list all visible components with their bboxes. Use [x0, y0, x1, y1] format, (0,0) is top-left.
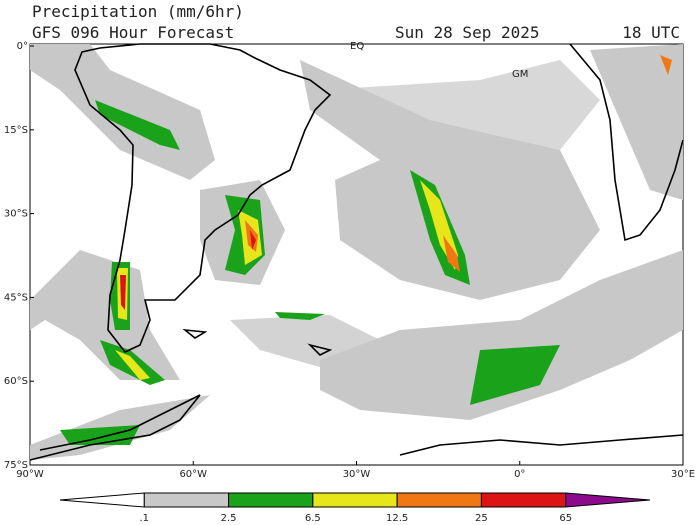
colorbar-label: .1: [140, 513, 150, 524]
valid-time: 18 UTC: [622, 23, 680, 42]
lat-label: 15°S: [4, 125, 28, 136]
colorbar-segment: [228, 492, 314, 508]
colorbar-segment: [480, 492, 567, 508]
colorbar: .1 2.5 6.5 12.5 25 65: [59, 492, 651, 524]
colorbar-segment: [312, 492, 398, 508]
map-axes: 0° 15°S 30°S 45°S 60°S 75°S90°W 60°W 30°W 0° 30°E: [4, 41, 695, 480]
model-run: GFS 096 Hour Forecast: [32, 23, 234, 42]
colorbar-label: 25: [475, 513, 488, 524]
colorbar-label: 6.5: [305, 513, 321, 524]
valid-date: Sun 28 Sep 2025: [395, 23, 540, 42]
coastlines: [29, 43, 684, 461]
lon-label: 30°W: [343, 469, 371, 480]
meridian-label: GM: [512, 69, 528, 80]
colorbar-label: 12.5: [386, 513, 408, 524]
lon-label: 30°E: [671, 469, 695, 480]
colorbar-label: 65: [559, 513, 572, 524]
title: Precipitation (mm/6hr): [32, 2, 244, 21]
equator-label: EQ: [350, 41, 364, 52]
colorbar-cap: [565, 492, 651, 508]
lat-label: 30°S: [4, 209, 28, 220]
colorbar-segment: [143, 492, 230, 508]
lat-label: 0°: [17, 41, 28, 52]
map: EQ GM: [29, 41, 684, 466]
lat-label: 75°S: [4, 460, 28, 471]
colorbar-segment: [396, 492, 482, 508]
lat-label: 60°S: [4, 376, 28, 387]
lon-label: 60°W: [179, 469, 207, 480]
precip-heavy: [60, 55, 672, 445]
lon-label: 0°: [514, 469, 525, 480]
lon-label: 90°W: [16, 469, 44, 480]
colorbar-label: 2.5: [221, 513, 237, 524]
colorbar-cap: [59, 492, 145, 508]
lat-label: 45°S: [4, 292, 28, 303]
